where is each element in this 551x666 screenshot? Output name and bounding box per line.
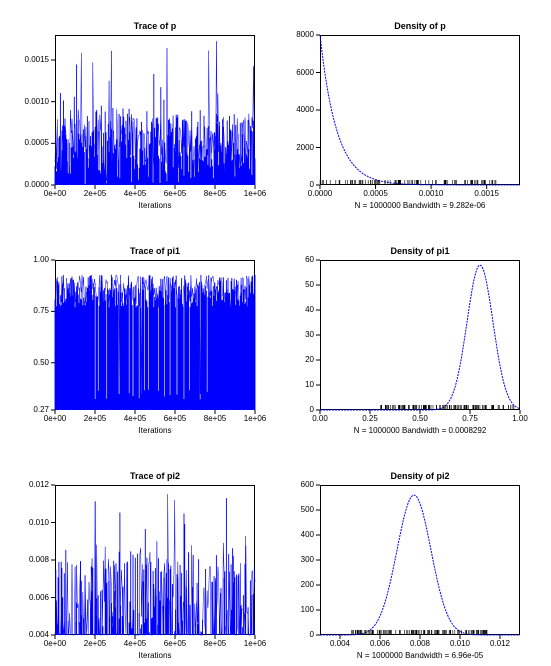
ytick-label: 0.004: [9, 630, 49, 639]
plot-area: [320, 485, 520, 635]
ytick-label: 2000: [274, 143, 314, 152]
xtick-label: 0e+00: [35, 189, 75, 198]
panel-title: Trace of pi2: [55, 471, 255, 481]
ytick-label: 0: [274, 630, 314, 639]
xtick-label: 0.012: [480, 639, 520, 648]
panel-density-pi1: Density of pi10.000.250.500.751.00010203…: [320, 260, 520, 410]
ytick-label: 200: [274, 580, 314, 589]
ytick-label: 100: [274, 605, 314, 614]
ytick-label: 8000: [274, 30, 314, 39]
xtick-label: 2e+05: [75, 189, 115, 198]
plot-area: [320, 35, 520, 185]
xtick-label: 2e+05: [75, 414, 115, 423]
xtick-label: 0.0015: [467, 189, 507, 198]
xtick-label: 6e+05: [155, 414, 195, 423]
xtick-label: 0.25: [350, 414, 390, 423]
xtick-label: 6e+05: [155, 189, 195, 198]
xtick-label: 2e+05: [75, 639, 115, 648]
density-curve: [320, 35, 520, 185]
ytick-label: 0.75: [9, 306, 49, 315]
ytick-label: 0.008: [9, 555, 49, 564]
xtick-label: 0e+00: [35, 639, 75, 648]
xtick-label: 4e+05: [115, 639, 155, 648]
plot-area: [55, 485, 255, 635]
ytick-label: 0.012: [9, 480, 49, 489]
panel-title: Density of p: [320, 21, 520, 31]
panel-trace-pi1: Trace of pi10e+002e+054e+056e+058e+051e+…: [55, 260, 255, 410]
ytick-label: 4000: [274, 105, 314, 114]
rug-marks: [381, 405, 514, 409]
bandwidth-label: N = 1000000 Bandwidth = 0.0008292: [320, 426, 520, 435]
panel-density-pi2: Density of pi20.0040.0060.0080.0100.0120…: [320, 485, 520, 635]
x-axis-label: Iterations: [55, 201, 255, 210]
xtick-label: 6e+05: [155, 639, 195, 648]
ytick-label: 0.0010: [9, 97, 49, 106]
xtick-label: 8e+05: [195, 414, 235, 423]
ytick-label: 0.27: [9, 405, 49, 414]
xtick-label: 1e+06: [235, 189, 275, 198]
bandwidth-label: N = 1000000 Bandwidth = 9.282e-06: [320, 201, 520, 210]
plot-area: [55, 260, 255, 410]
ytick-label: 0.0005: [9, 138, 49, 147]
ytick-label: 300: [274, 555, 314, 564]
ytick-label: 50: [274, 280, 314, 289]
panel-title: Density of pi1: [320, 246, 520, 256]
xtick-label: 0e+00: [35, 414, 75, 423]
xtick-label: 0.008: [400, 639, 440, 648]
ytick-label: 20: [274, 355, 314, 364]
ytick-label: 0.50: [9, 358, 49, 367]
panel-title: Density of pi2: [320, 471, 520, 481]
xtick-label: 4e+05: [115, 189, 155, 198]
ytick-label: 0.0000: [9, 180, 49, 189]
ytick-label: 0.0015: [9, 55, 49, 64]
panel-density-p: Density of p0.00000.00050.00100.00150200…: [320, 35, 520, 185]
xtick-label: 0.75: [450, 414, 490, 423]
ytick-label: 40: [274, 305, 314, 314]
panel-title: Trace of p: [55, 21, 255, 31]
xtick-label: 4e+05: [115, 414, 155, 423]
xtick-label: 0.004: [320, 639, 360, 648]
density-curve: [320, 495, 520, 635]
ytick-label: 0: [274, 180, 314, 189]
xtick-label: 0.006: [360, 639, 400, 648]
ytick-label: 0: [274, 405, 314, 414]
panel-trace-pi2: Trace of pi20e+002e+054e+056e+058e+051e+…: [55, 485, 255, 635]
xtick-label: 1e+06: [235, 414, 275, 423]
panel-trace-p: Trace of p0e+002e+054e+056e+058e+051e+06…: [55, 35, 255, 185]
rug-marks: [320, 180, 496, 184]
xtick-label: 8e+05: [195, 189, 235, 198]
plot-area: [55, 35, 255, 185]
xtick-label: 1e+06: [235, 639, 275, 648]
xtick-label: 8e+05: [195, 639, 235, 648]
xtick-label: 0.00: [300, 414, 340, 423]
ytick-label: 1.00: [9, 255, 49, 264]
panel-title: Trace of pi1: [55, 246, 255, 256]
ytick-label: 6000: [274, 68, 314, 77]
ytick-label: 0.010: [9, 518, 49, 527]
ytick-label: 30: [274, 330, 314, 339]
xtick-label: 0.010: [440, 639, 480, 648]
ytick-label: 400: [274, 530, 314, 539]
xtick-label: 0.0005: [356, 189, 396, 198]
xtick-label: 0.50: [400, 414, 440, 423]
ytick-label: 0.006: [9, 593, 49, 602]
bandwidth-label: N = 1000000 Bandwidth = 6.96e-05: [320, 651, 520, 660]
ytick-label: 500: [274, 505, 314, 514]
x-axis-label: Iterations: [55, 426, 255, 435]
xtick-label: 0.0000: [300, 189, 340, 198]
plot-area: [320, 260, 520, 410]
xtick-label: 0.0010: [411, 189, 451, 198]
density-curve: [320, 265, 520, 410]
ytick-label: 10: [274, 380, 314, 389]
x-axis-label: Iterations: [55, 651, 255, 660]
ytick-label: 600: [274, 480, 314, 489]
xtick-label: 1.00: [500, 414, 540, 423]
ytick-label: 60: [274, 255, 314, 264]
rug-marks: [352, 630, 487, 634]
